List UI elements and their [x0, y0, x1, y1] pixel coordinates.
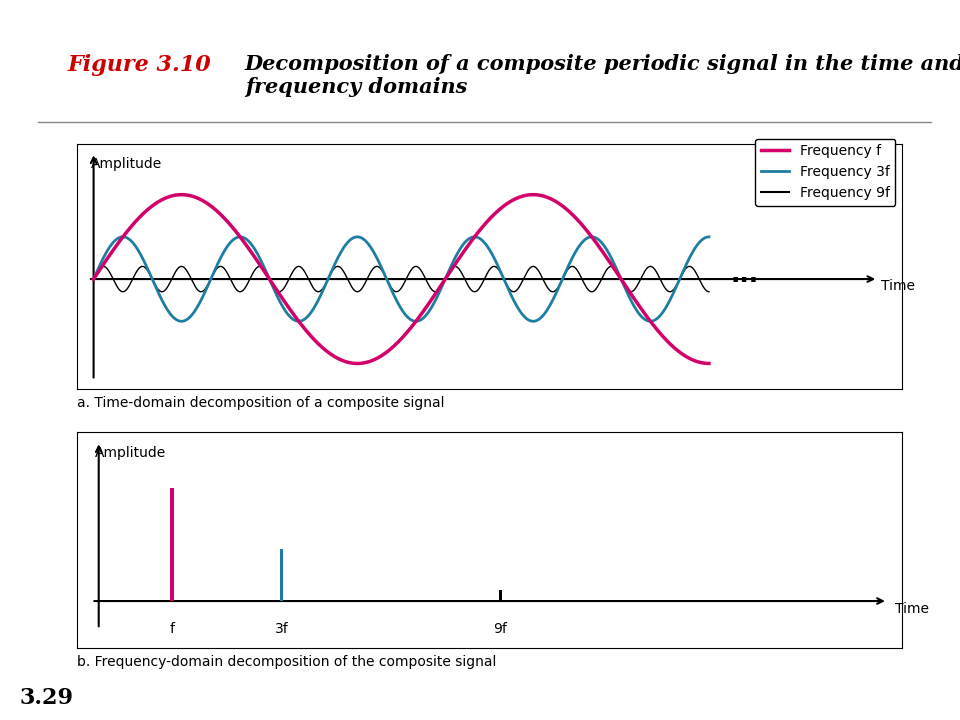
Legend: Frequency f, Frequency 3f, Frequency 9f: Frequency f, Frequency 3f, Frequency 9f [756, 139, 896, 206]
Text: 3f: 3f [275, 621, 288, 636]
Text: Time: Time [881, 279, 915, 293]
Text: Decomposition of a composite periodic signal in the time and
frequency domains: Decomposition of a composite periodic si… [245, 54, 960, 97]
Bar [279, 549, 283, 601]
Text: Figure 3.10: Figure 3.10 [67, 54, 211, 76]
Text: b. Frequency-domain decomposition of the composite signal: b. Frequency-domain decomposition of the… [77, 655, 496, 670]
Text: Time: Time [895, 601, 929, 616]
Text: Amplitude: Amplitude [95, 446, 166, 460]
Bar [499, 590, 502, 601]
Bar [170, 488, 174, 601]
Text: f: f [169, 621, 175, 636]
Text: 9f: 9f [493, 621, 508, 636]
Text: a. Time-domain decomposition of a composite signal: a. Time-domain decomposition of a compos… [77, 396, 444, 410]
Text: 3.29: 3.29 [19, 688, 73, 709]
Text: Amplitude: Amplitude [91, 157, 162, 171]
Text: ...: ... [731, 263, 758, 287]
